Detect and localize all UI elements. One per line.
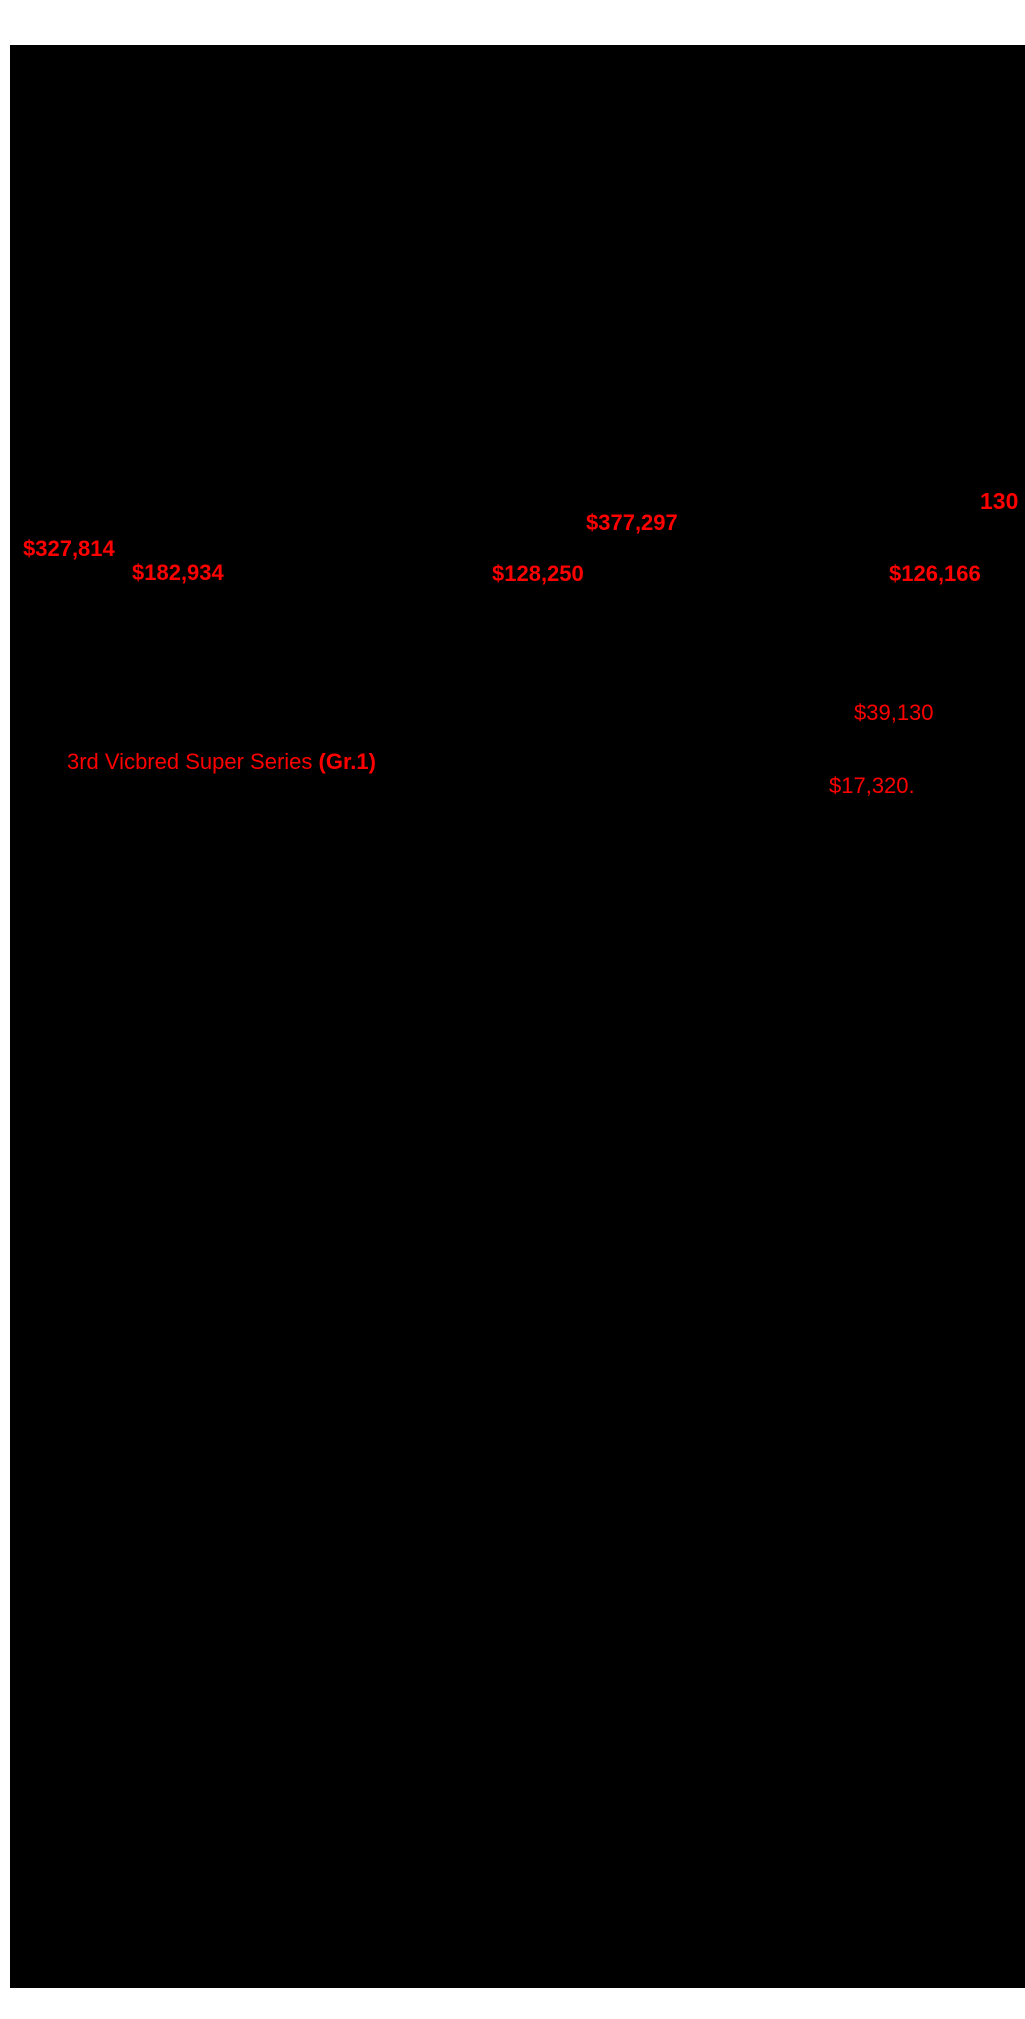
race-grade: (Gr.1) [318, 749, 376, 774]
race-name-text: 3rd Vicbred Super Series [67, 749, 319, 774]
earnings-amount: $126,166 [889, 561, 981, 586]
earnings-amount: $17,320. [829, 773, 915, 798]
catalog-page-body: 130 $377,297 $327,814 $182,934 $128,250 … [10, 45, 1025, 1988]
earnings-amount: $39,130 [854, 700, 934, 725]
earnings-amount: $128,250 [492, 561, 584, 586]
earnings-amount: $377,297 [586, 510, 678, 535]
lot-number: 130 [980, 488, 1019, 514]
earnings-amount: $182,934 [132, 560, 224, 585]
race-name: 3rd Vicbred Super Series (Gr.1) [67, 751, 376, 773]
earnings-amount: $327,814 [23, 536, 115, 561]
